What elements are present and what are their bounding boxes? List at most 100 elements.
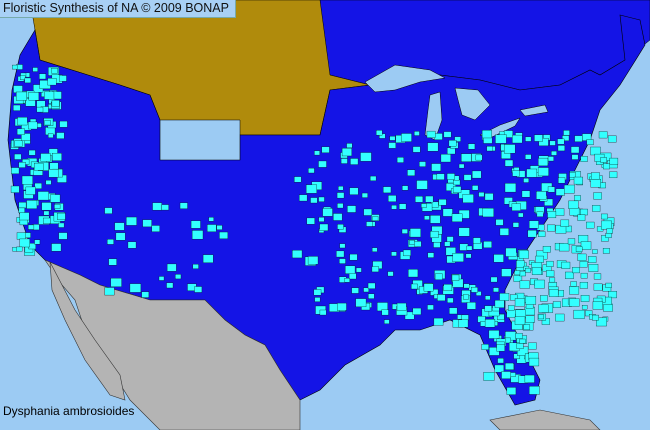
county-present [549, 277, 556, 283]
county-present [518, 212, 524, 218]
county-present [433, 317, 444, 326]
county-present [401, 133, 412, 142]
county-present [569, 286, 580, 295]
county-present [484, 193, 494, 201]
county-present [557, 145, 566, 152]
county-present [447, 147, 456, 155]
county-present [488, 330, 500, 339]
county-present [114, 222, 125, 231]
county-present [609, 157, 619, 165]
county-present [493, 254, 504, 263]
county-present [142, 219, 152, 228]
county-present [48, 133, 54, 138]
county-present [497, 358, 504, 364]
county-present [347, 205, 357, 213]
county-present [512, 170, 520, 177]
county-present [37, 191, 49, 201]
county-present [387, 271, 394, 277]
county-present [486, 146, 493, 152]
county-present [442, 208, 453, 217]
county-present [525, 154, 532, 160]
county-present [484, 319, 496, 328]
species-name: Dysphania ambrosioides [3, 404, 135, 418]
county-present [551, 150, 557, 156]
county-present [580, 241, 592, 250]
county-present [43, 217, 51, 224]
county-present [515, 333, 523, 339]
county-present [590, 146, 601, 156]
county-present [430, 231, 439, 238]
county-present [528, 342, 537, 350]
county-present [18, 207, 25, 213]
county-present [194, 286, 203, 293]
county-present [513, 353, 521, 359]
county-present [555, 208, 565, 216]
county-present [472, 170, 482, 179]
county-present [216, 225, 223, 230]
county-present [307, 256, 319, 265]
county-present [501, 268, 512, 277]
county-present [448, 140, 457, 147]
county-present [313, 289, 322, 296]
county-present [569, 207, 580, 216]
map-title: Floristic Synthesis of NA © 2009 BONAP [0, 0, 236, 18]
county-present [115, 232, 126, 241]
county-present [16, 91, 27, 101]
county-present [414, 131, 420, 136]
county-present [58, 222, 65, 228]
county-present [528, 357, 540, 367]
county-present [512, 222, 520, 228]
county-present [434, 133, 443, 140]
county-present [572, 266, 580, 274]
county-present [569, 172, 576, 178]
county-present [607, 135, 617, 143]
county-present [547, 156, 554, 162]
county-present [546, 260, 554, 267]
county-present [28, 149, 36, 156]
county-present [574, 135, 583, 142]
county-present [481, 130, 492, 139]
county-present [538, 138, 549, 147]
county-present [552, 301, 561, 308]
county-present [361, 192, 368, 198]
county-present [141, 291, 150, 298]
county-present [504, 183, 517, 193]
county-present [592, 249, 598, 254]
county-present [403, 249, 411, 257]
county-present [529, 386, 540, 395]
county-present [345, 265, 356, 274]
county-present [493, 287, 499, 293]
county-present [431, 163, 442, 172]
county-present [509, 294, 518, 301]
county-present [505, 247, 517, 257]
county-present [57, 212, 66, 220]
county-present [360, 152, 372, 162]
county-present [40, 153, 51, 162]
county-present [11, 167, 20, 174]
county-present [547, 210, 557, 219]
county-present [179, 202, 188, 209]
county-present [499, 293, 510, 301]
county-present [529, 220, 539, 229]
lake-huron [454, 87, 491, 121]
county-present [461, 153, 472, 162]
county-present [36, 106, 44, 113]
county-present [416, 180, 428, 190]
county-present [351, 287, 359, 294]
county-present [51, 68, 58, 74]
county-present [593, 192, 602, 200]
county-present [17, 117, 28, 126]
county-present [485, 295, 491, 301]
county-present [462, 194, 474, 203]
county-present [602, 248, 610, 254]
county-present [437, 294, 446, 302]
county-present [339, 243, 346, 249]
county-present [452, 253, 464, 263]
county-present [366, 221, 373, 227]
county-present [318, 217, 325, 222]
county-present [322, 208, 333, 217]
county-present [445, 247, 456, 256]
county-present [10, 185, 20, 193]
county-present [580, 208, 588, 216]
